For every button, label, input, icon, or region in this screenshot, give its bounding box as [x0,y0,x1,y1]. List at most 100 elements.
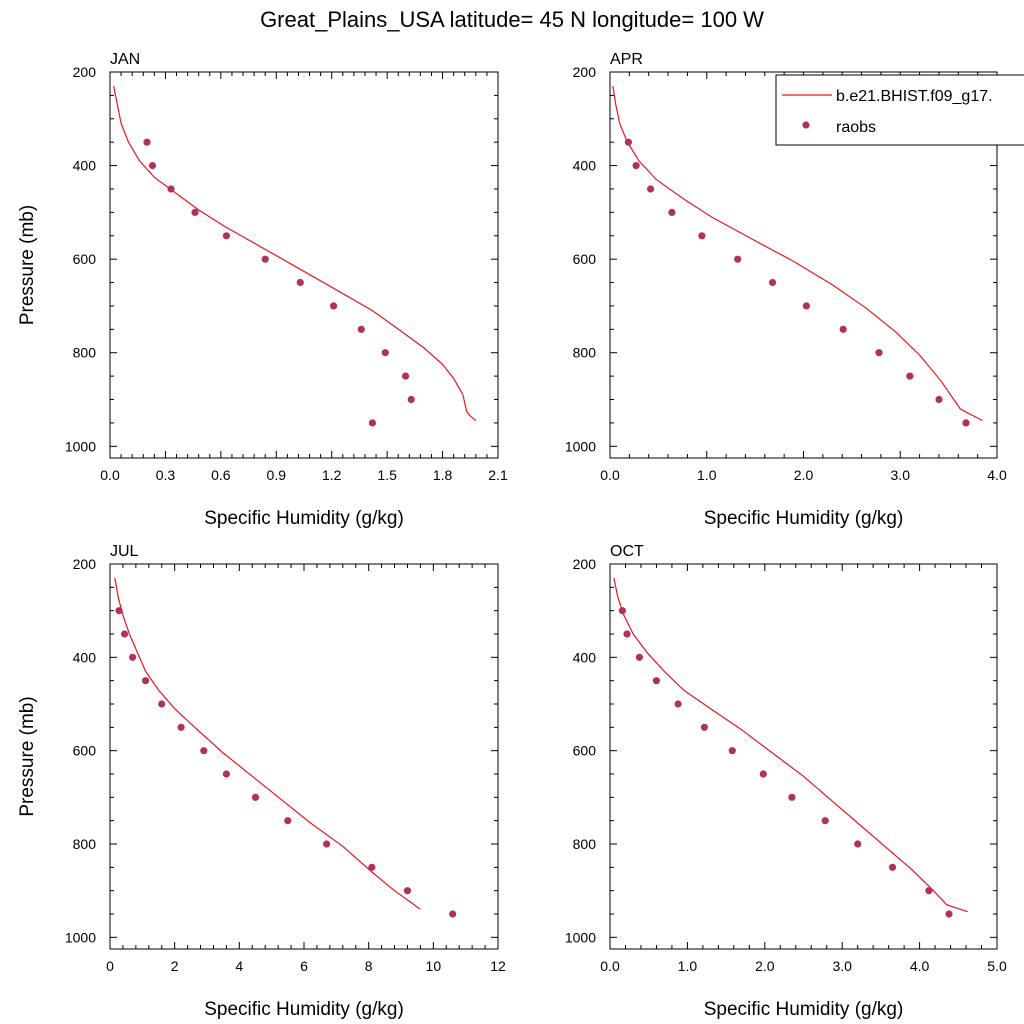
raobs-point [158,700,166,708]
plot-frame [109,563,499,950]
raobs-point [403,887,412,895]
x-tick-label: 4.0 [987,467,1007,483]
y-tick-label: 200 [73,556,97,572]
raobs-point [200,747,208,755]
model-profile-line [613,577,968,913]
raobs-point [296,278,304,287]
raobs-point [251,793,260,801]
raobs-point [700,723,709,731]
y-tick-label: 600 [573,743,597,759]
raobs-point [935,395,943,404]
raobs-point [925,887,933,895]
y-tick-label: 200 [573,556,597,572]
raobs-point [191,208,199,216]
raobs-point [768,278,777,287]
raobs-point [330,302,338,310]
raobs-point [222,770,230,778]
x-tick-label: 3.0 [832,958,852,974]
panel-title: JAN [110,51,140,68]
x-tick-label: 1.2 [322,467,342,483]
raobs-point [261,255,269,263]
plot-frame [109,71,499,459]
raobs-point [618,607,627,615]
raobs-point [407,395,415,404]
raobs-point [945,910,953,918]
raobs-point [759,770,767,778]
raobs-point [323,840,331,848]
raobs-point [115,607,123,615]
x-tick-label: 2.0 [755,958,775,974]
raobs-point [129,653,137,661]
panel-title: JUL [110,543,139,560]
x-tick-label: 3.0 [891,467,911,483]
raobs-point [839,325,847,333]
figure-title: Great_Plains_USA latitude= 45 N longitud… [260,7,764,32]
x-tick-label: 1.8 [433,467,453,483]
model-profile-line [114,577,421,910]
raobs-point [368,863,376,871]
x-tick-label: 4.0 [910,958,930,974]
x-tick-label: 8 [365,958,373,974]
x-tick-label: 2.1 [488,467,508,483]
y-tick-label: 400 [573,158,597,174]
raobs-point [142,677,150,685]
raobs-point [624,138,633,146]
x-axis-label: Specific Humidity (g/kg) [704,508,904,529]
y-tick-label: 1000 [565,438,596,454]
model-profile-line [612,85,983,422]
raobs-point [222,232,230,240]
x-tick-label: 2 [171,958,179,974]
legend-label-raobs: raobs [836,119,876,136]
x-tick-label: 0.0 [600,467,620,483]
x-tick-label: 4 [235,958,243,974]
legend: b.e21.BHIST.f09_g17.raobs [775,74,1024,146]
raobs-point [875,349,883,357]
legend-box [775,74,1024,146]
panels: JAN 0.0 0.3 0.6 0.9 1.2 1.5 1.8 2.1 200 400 600 800 1… [17,51,1007,1020]
x-tick-label: 12 [490,958,506,974]
plot-frame [609,563,998,950]
x-tick-label: 1.0 [697,467,717,483]
raobs-point [854,840,862,848]
raobs-point [381,349,389,357]
raobs-point [906,372,914,380]
y-tick-label: 800 [73,836,97,852]
x-tick-label: 1.0 [678,958,698,974]
y-tick-label: 400 [73,649,97,665]
raobs-point [143,138,151,146]
raobs-point [802,302,811,310]
x-axis-label: Specific Humidity (g/kg) [204,508,404,529]
y-axis-label: Pressure (mb) [17,696,38,816]
y-tick-label: 800 [73,345,97,361]
x-tick-label: 0.0 [600,958,620,974]
legend-dot-swatch [802,121,810,129]
raobs-point [357,325,365,333]
raobs-point [728,747,736,755]
y-tick-label: 800 [573,836,597,852]
raobs-point [402,372,410,380]
panel-title: OCT [610,543,644,560]
x-tick-label: 0.0 [100,467,120,483]
raobs-point [962,419,970,427]
raobs-point [284,817,292,825]
model-profile-line [113,85,477,422]
panel-jan: JAN 0.0 0.3 0.6 0.9 1.2 1.5 1.8 2.1 200 400 600 800 1… [17,51,508,529]
x-tick-label: 0.9 [267,467,287,483]
panel-jul: JUL 0 2 4 6 8 10 12 200 400 600 800 1000 Specific Hum… [17,543,506,1020]
x-tick-label: 2.0 [794,467,814,483]
x-tick-label: 0 [106,958,114,974]
x-tick-label: 10 [426,958,442,974]
raobs-point [449,910,457,918]
y-tick-label: 800 [573,345,597,361]
y-tick-label: 200 [573,64,597,80]
raobs-point [623,630,631,638]
y-tick-label: 1000 [565,929,596,945]
x-axis-label: Specific Humidity (g/kg) [204,999,404,1020]
x-axis-label: Specific Humidity (g/kg) [704,999,904,1020]
x-tick-label: 6 [300,958,308,974]
raobs-point [635,653,644,661]
raobs-point [888,863,897,871]
y-tick-label: 600 [573,251,597,267]
raobs-point [120,630,129,638]
